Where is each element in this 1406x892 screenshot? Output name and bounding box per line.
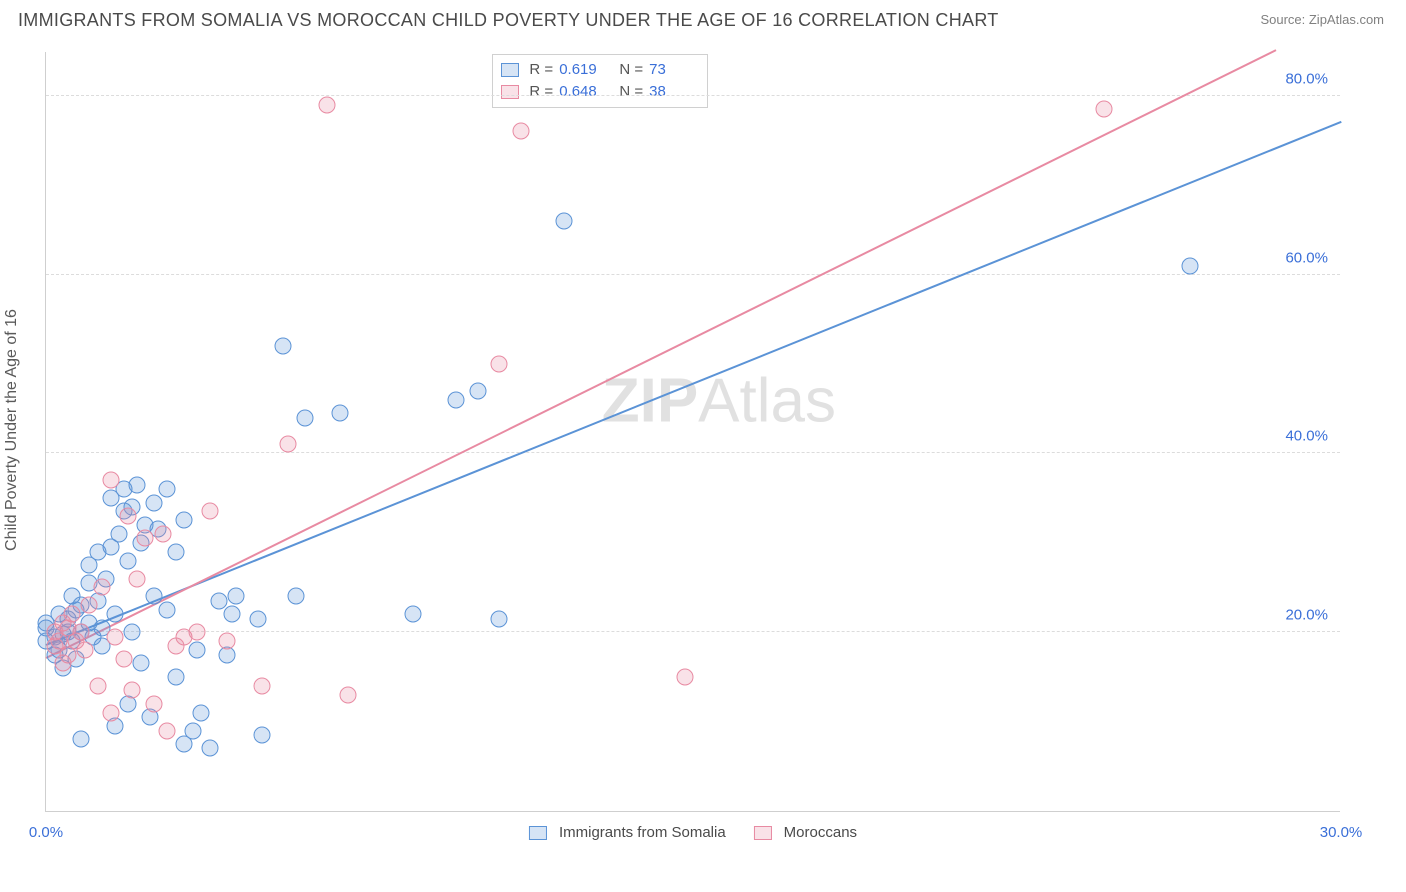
y-tick-label: 80.0%	[1285, 70, 1328, 87]
point-moroccans	[102, 472, 119, 489]
point-somalia	[491, 610, 508, 627]
point-moroccans	[124, 682, 141, 699]
point-somalia	[167, 668, 184, 685]
point-somalia	[210, 592, 227, 609]
point-somalia	[297, 409, 314, 426]
point-moroccans	[202, 503, 219, 520]
point-somalia	[158, 601, 175, 618]
stats-row-somalia: R = 0.619 N = 73	[501, 59, 699, 81]
point-moroccans	[676, 668, 693, 685]
point-somalia	[288, 588, 305, 605]
point-somalia	[132, 655, 149, 672]
trend-line-somalia	[46, 121, 1342, 646]
series-legend: Immigrants from Somalia Moroccans	[529, 824, 857, 841]
point-somalia	[223, 606, 240, 623]
point-moroccans	[340, 686, 357, 703]
point-somalia	[158, 481, 175, 498]
point-somalia	[275, 338, 292, 355]
legend-label-somalia: Immigrants from Somalia	[559, 824, 726, 841]
point-moroccans	[279, 436, 296, 453]
point-somalia	[469, 382, 486, 399]
point-moroccans	[318, 96, 335, 113]
point-moroccans	[219, 633, 236, 650]
point-moroccans	[72, 624, 89, 641]
point-moroccans	[137, 530, 154, 547]
point-somalia	[1181, 257, 1198, 274]
r-value-moroccans: 0.648	[559, 81, 609, 103]
point-somalia	[124, 624, 141, 641]
point-somalia	[111, 525, 128, 542]
point-somalia	[193, 704, 210, 721]
gridline	[46, 631, 1340, 632]
x-tick-label: 30.0%	[1320, 824, 1363, 841]
point-somalia	[189, 642, 206, 659]
point-somalia	[72, 731, 89, 748]
swatch-somalia	[501, 63, 519, 77]
point-moroccans	[158, 722, 175, 739]
n-label: N =	[615, 81, 643, 103]
y-tick-label: 60.0%	[1285, 249, 1328, 266]
point-somalia	[184, 722, 201, 739]
point-moroccans	[120, 507, 137, 524]
point-somalia	[331, 405, 348, 422]
correlation-stats-box: R = 0.619 N = 73 R = 0.648 N = 38	[492, 54, 708, 108]
y-axis-title: Child Poverty Under the Age of 16	[3, 309, 21, 551]
point-somalia	[448, 391, 465, 408]
watermark: ZIPAtlas	[602, 366, 836, 437]
point-somalia	[253, 727, 270, 744]
point-somalia	[176, 512, 193, 529]
x-tick-label: 0.0%	[29, 824, 63, 841]
legend-item-somalia: Immigrants from Somalia	[529, 824, 726, 841]
point-moroccans	[145, 695, 162, 712]
y-tick-label: 20.0%	[1285, 607, 1328, 624]
point-somalia	[167, 543, 184, 560]
swatch-moroccans	[754, 826, 772, 840]
point-somalia	[404, 606, 421, 623]
chart-title: IMMIGRANTS FROM SOMALIA VS MOROCCAN CHIL…	[18, 10, 999, 31]
point-somalia	[556, 212, 573, 229]
point-somalia	[145, 588, 162, 605]
trend-line-moroccans	[46, 49, 1277, 659]
legend-item-moroccans: Moroccans	[754, 824, 857, 841]
point-moroccans	[512, 123, 529, 140]
gridline	[46, 452, 1340, 453]
point-somalia	[202, 740, 219, 757]
plot-area: ZIPAtlas R = 0.619 N = 73 R = 0.648 N = …	[45, 52, 1340, 812]
point-somalia	[128, 476, 145, 493]
r-value-somalia: 0.619	[559, 59, 609, 81]
point-moroccans	[1095, 101, 1112, 118]
point-moroccans	[89, 677, 106, 694]
point-somalia	[145, 494, 162, 511]
point-moroccans	[189, 624, 206, 641]
point-moroccans	[107, 628, 124, 645]
r-label: R =	[529, 81, 553, 103]
n-label: N =	[615, 59, 643, 81]
legend-label-moroccans: Moroccans	[784, 824, 857, 841]
point-moroccans	[115, 651, 132, 668]
point-moroccans	[81, 597, 98, 614]
gridline	[46, 274, 1340, 275]
gridline	[46, 95, 1340, 96]
point-moroccans	[154, 525, 171, 542]
point-somalia	[120, 552, 137, 569]
r-label: R =	[529, 59, 553, 81]
swatch-somalia	[529, 826, 547, 840]
point-somalia	[249, 610, 266, 627]
source-citation: Source: ZipAtlas.com	[1260, 12, 1384, 27]
stats-row-moroccans: R = 0.648 N = 38	[501, 81, 699, 103]
point-moroccans	[63, 606, 80, 623]
point-moroccans	[102, 704, 119, 721]
point-moroccans	[76, 642, 93, 659]
point-moroccans	[94, 579, 111, 596]
n-value-somalia: 73	[649, 59, 699, 81]
point-moroccans	[491, 355, 508, 372]
point-moroccans	[253, 677, 270, 694]
point-somalia	[107, 606, 124, 623]
point-somalia	[227, 588, 244, 605]
n-value-moroccans: 38	[649, 81, 699, 103]
y-tick-label: 40.0%	[1285, 428, 1328, 445]
point-moroccans	[128, 570, 145, 587]
watermark-suffix: Atlas	[698, 367, 836, 436]
swatch-moroccans	[501, 85, 519, 99]
